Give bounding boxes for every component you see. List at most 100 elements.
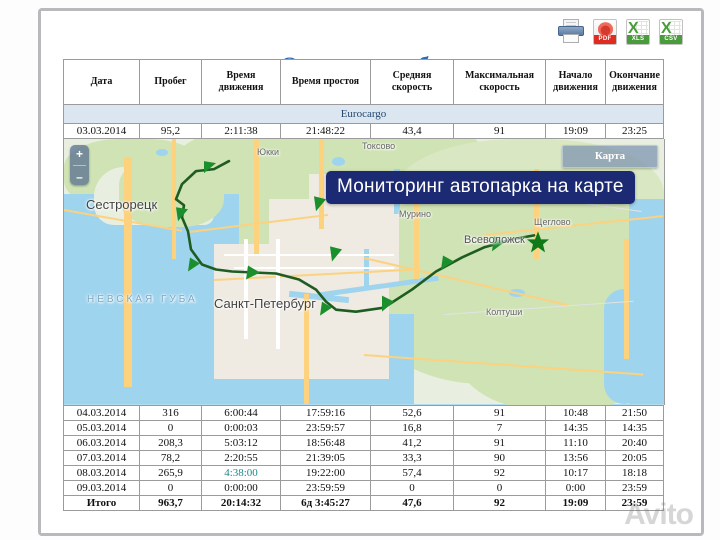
cell-2: 5:03:12 bbox=[201, 435, 281, 451]
cell-4: 52,6 bbox=[370, 405, 454, 421]
table-row[interactable]: 08.03.2014 265,9 4:38:00 19:22:00 57,4 92 10:1… bbox=[63, 465, 664, 481]
cell-6: 19:09 bbox=[545, 123, 606, 139]
cell-5: 91 bbox=[453, 123, 546, 139]
total-cell-0: Итого bbox=[63, 495, 140, 511]
cell-4: 57,4 bbox=[370, 465, 454, 481]
pdf-label: PDF bbox=[594, 35, 616, 44]
cell-2: 2:20:55 bbox=[201, 450, 281, 466]
cell-3: 21:39:05 bbox=[280, 450, 371, 466]
zoom-divider bbox=[73, 164, 86, 166]
table-row[interactable]: 04.03.2014 316 6:00:44 17:59:16 52,6 91 10:48 2… bbox=[63, 405, 664, 421]
total-cell-6: 19:09 bbox=[545, 495, 606, 511]
cell-2: 4:38:00 bbox=[201, 465, 281, 481]
group-label: Eurocargo bbox=[63, 104, 664, 124]
cell-1: 316 bbox=[139, 405, 202, 421]
cell-1: 265,9 bbox=[139, 465, 202, 481]
column-header-7: Окончание движения bbox=[605, 59, 664, 105]
cell-0: 07.03.2014 bbox=[63, 450, 140, 466]
cell-0: 03.03.2014 bbox=[63, 123, 140, 139]
cell-1: 78,2 bbox=[139, 450, 202, 466]
zoom-out-button[interactable]: – bbox=[76, 169, 83, 184]
map-canvas[interactable]: Сестрорецк Юкки Мурино Всеволожск Щеглов… bbox=[64, 139, 664, 405]
table-row[interactable]: 09.03.2014 0 0:00:00 23:59:59 0 0 0:00 23:59 bbox=[63, 480, 664, 496]
map-label-toksovo: Токсово bbox=[362, 141, 396, 151]
report-page: PDF X XLS X CSV Отчет по пробегу за пери… bbox=[41, 11, 701, 533]
cell-2: 2:11:38 bbox=[201, 123, 281, 139]
report-table-top: Дата Пробег Время движения Время простоя Сре… bbox=[63, 59, 664, 139]
cell-7: 21:50 bbox=[605, 405, 664, 421]
csv-export-icon[interactable]: X CSV bbox=[659, 19, 683, 45]
cell-7: 20:05 bbox=[605, 450, 664, 466]
cell-1: 0 bbox=[139, 480, 202, 496]
table-row[interactable]: 06.03.2014 208,3 5:03:12 18:56:48 41,2 91 11:1… bbox=[63, 435, 664, 451]
cell-7: 14:35 bbox=[605, 420, 664, 436]
table-row[interactable]: 03.03.2014 95,2 2:11:38 21:48:22 43,4 91 19:09… bbox=[63, 123, 664, 139]
cell-1: 95,2 bbox=[139, 123, 202, 139]
zoom-in-button[interactable]: + bbox=[75, 146, 83, 161]
cell-2: 0:00:00 bbox=[201, 480, 281, 496]
cell-2: 0:00:03 bbox=[201, 420, 281, 436]
cell-4: 33,3 bbox=[370, 450, 454, 466]
column-header-0: Дата bbox=[63, 59, 140, 105]
cell-0: 05.03.2014 bbox=[63, 420, 140, 436]
cell-3: 21:48:22 bbox=[280, 123, 371, 139]
csv-label: CSV bbox=[660, 35, 682, 44]
print-icon[interactable] bbox=[558, 19, 584, 45]
cell-4: 41,2 bbox=[370, 435, 454, 451]
cell-0: 08.03.2014 bbox=[63, 465, 140, 481]
cell-7: 18:18 bbox=[605, 465, 664, 481]
cell-3: 23:59:59 bbox=[280, 480, 371, 496]
cell-6: 10:48 bbox=[545, 405, 606, 421]
map-panel[interactable]: Сестрорецк Юкки Мурино Всеволожск Щеглов… bbox=[63, 139, 665, 405]
cell-1: 208,3 bbox=[139, 435, 202, 451]
cell-2: 6:00:44 bbox=[201, 405, 281, 421]
total-cell-2: 20:14:32 bbox=[201, 495, 281, 511]
report-table-bottom: 04.03.2014 316 6:00:44 17:59:16 52,6 91 10:48 2… bbox=[63, 405, 664, 511]
table-header-row: Дата Пробег Время движения Время простоя Сре… bbox=[63, 59, 664, 105]
map-label-neva-bay: НЕВСКАЯ ГУБА bbox=[87, 294, 198, 305]
cell-7: 23:59 bbox=[605, 480, 664, 496]
avito-watermark: Avito bbox=[624, 498, 694, 531]
total-cell-1: 963,7 bbox=[139, 495, 202, 511]
map-label-saint-petersburg: Санкт-Петербург bbox=[214, 296, 316, 311]
column-header-2: Время движения bbox=[201, 59, 281, 105]
export-toolbar: PDF X XLS X CSV bbox=[558, 19, 683, 45]
column-header-1: Пробег bbox=[139, 59, 202, 105]
cell-6: 0:00 bbox=[545, 480, 606, 496]
cell-7: 23:25 bbox=[605, 123, 664, 139]
cell-3: 17:59:16 bbox=[280, 405, 371, 421]
total-cell-3: 6д 3:45:27 bbox=[280, 495, 371, 511]
cell-6: 13:56 bbox=[545, 450, 606, 466]
map-zoom-control[interactable]: + – bbox=[70, 145, 89, 185]
map-layer-button[interactable]: Карта bbox=[562, 145, 658, 168]
table-group-row: Eurocargo bbox=[63, 104, 664, 124]
cell-0: 04.03.2014 bbox=[63, 405, 140, 421]
column-header-4: Средняя скорость bbox=[370, 59, 454, 105]
cell-5: 91 bbox=[453, 405, 546, 421]
cell-4: 0 bbox=[370, 480, 454, 496]
cell-7: 20:40 bbox=[605, 435, 664, 451]
cell-6: 14:35 bbox=[545, 420, 606, 436]
cell-4: 16,8 bbox=[370, 420, 454, 436]
cell-3: 18:56:48 bbox=[280, 435, 371, 451]
cell-0: 09.03.2014 bbox=[63, 480, 140, 496]
cell-0: 06.03.2014 bbox=[63, 435, 140, 451]
map-label-murino: Мурино bbox=[399, 209, 432, 219]
cell-5: 7 bbox=[453, 420, 546, 436]
cell-3: 23:59:57 bbox=[280, 420, 371, 436]
map-banner: Мониторинг автопарка на карте bbox=[326, 171, 635, 204]
cell-5: 90 bbox=[453, 450, 546, 466]
table-row[interactable]: 05.03.2014 0 0:00:03 23:59:57 16,8 7 14:35 14:3… bbox=[63, 420, 664, 436]
cell-6: 10:17 bbox=[545, 465, 606, 481]
map-label-koltushi: Колтуши bbox=[486, 307, 523, 317]
pdf-export-icon[interactable]: PDF bbox=[593, 19, 617, 45]
column-header-6: Начало движения bbox=[545, 59, 606, 105]
table-row[interactable]: 07.03.2014 78,2 2:20:55 21:39:05 33,3 90 13:56… bbox=[63, 450, 664, 466]
total-cell-5: 92 bbox=[453, 495, 546, 511]
cell-5: 0 bbox=[453, 480, 546, 496]
xls-export-icon[interactable]: X XLS bbox=[626, 19, 650, 45]
map-label-shcheglovo: Щеглово bbox=[534, 217, 571, 227]
column-header-3: Время простоя bbox=[280, 59, 371, 105]
report-frame: PDF X XLS X CSV Отчет по пробегу за пери… bbox=[38, 8, 704, 536]
